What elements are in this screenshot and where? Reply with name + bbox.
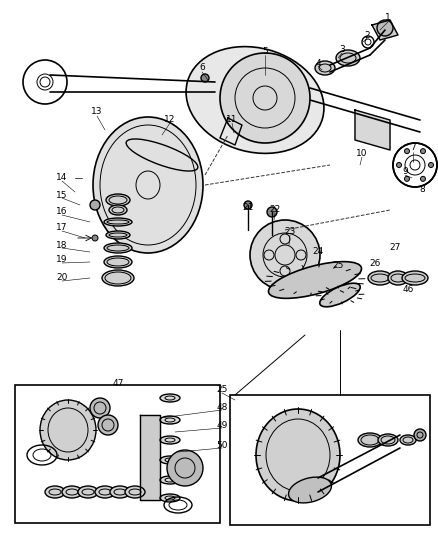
Text: 21: 21: [242, 204, 254, 213]
Text: 48: 48: [216, 402, 228, 411]
Ellipse shape: [106, 231, 130, 239]
Polygon shape: [355, 110, 390, 150]
Text: 18: 18: [56, 240, 68, 249]
Text: 16: 16: [56, 207, 68, 216]
Ellipse shape: [40, 400, 96, 460]
Text: 5: 5: [262, 47, 268, 56]
Text: 2: 2: [364, 30, 370, 39]
Circle shape: [420, 176, 425, 181]
Ellipse shape: [336, 50, 360, 66]
Ellipse shape: [78, 486, 98, 498]
Ellipse shape: [160, 436, 180, 444]
Text: 27: 27: [389, 244, 401, 253]
Ellipse shape: [62, 486, 82, 498]
Ellipse shape: [104, 218, 132, 226]
Circle shape: [414, 429, 426, 441]
Ellipse shape: [98, 415, 118, 435]
Polygon shape: [372, 20, 398, 40]
Ellipse shape: [125, 486, 145, 498]
Ellipse shape: [104, 243, 132, 253]
Text: 7: 7: [410, 143, 416, 152]
Ellipse shape: [320, 283, 360, 307]
Text: 14: 14: [57, 174, 68, 182]
Circle shape: [405, 176, 410, 181]
Ellipse shape: [109, 205, 127, 215]
Ellipse shape: [315, 61, 335, 75]
Ellipse shape: [289, 477, 332, 503]
Ellipse shape: [90, 398, 110, 418]
Circle shape: [377, 20, 393, 36]
Circle shape: [428, 163, 434, 167]
Ellipse shape: [104, 256, 132, 268]
Bar: [15, 385, 220, 523]
Circle shape: [396, 163, 402, 167]
Text: 3: 3: [339, 45, 345, 54]
Text: 49: 49: [216, 421, 228, 430]
Text: 24: 24: [312, 247, 324, 256]
Text: 47: 47: [112, 378, 124, 387]
Text: 1: 1: [385, 13, 391, 22]
Text: 4: 4: [315, 59, 321, 68]
Text: 25: 25: [216, 385, 228, 394]
Circle shape: [250, 220, 320, 290]
Ellipse shape: [378, 434, 398, 446]
Ellipse shape: [388, 271, 408, 285]
Circle shape: [220, 53, 310, 143]
Circle shape: [420, 149, 425, 154]
Text: 50: 50: [216, 440, 228, 449]
Text: 9: 9: [402, 167, 408, 176]
Ellipse shape: [400, 435, 416, 445]
Circle shape: [267, 207, 277, 217]
Ellipse shape: [102, 270, 134, 286]
Ellipse shape: [256, 409, 340, 501]
Circle shape: [201, 74, 209, 82]
Ellipse shape: [93, 117, 203, 253]
Text: 12: 12: [164, 116, 176, 125]
Text: 13: 13: [91, 108, 103, 117]
Text: 10: 10: [356, 149, 368, 157]
Ellipse shape: [186, 46, 324, 154]
Text: 20: 20: [57, 273, 68, 282]
Text: 11: 11: [226, 116, 238, 125]
Polygon shape: [220, 118, 242, 145]
Ellipse shape: [358, 433, 382, 447]
Text: 25: 25: [332, 261, 344, 270]
Text: 15: 15: [56, 190, 68, 199]
Text: 17: 17: [56, 223, 68, 232]
Circle shape: [92, 235, 98, 241]
Ellipse shape: [402, 271, 428, 285]
Ellipse shape: [160, 456, 180, 464]
Ellipse shape: [160, 494, 180, 502]
Ellipse shape: [160, 416, 180, 424]
Ellipse shape: [167, 450, 203, 486]
Text: 22: 22: [269, 206, 281, 214]
Polygon shape: [140, 415, 160, 500]
Ellipse shape: [45, 486, 65, 498]
Ellipse shape: [368, 271, 392, 285]
Text: 8: 8: [419, 185, 425, 195]
Ellipse shape: [268, 262, 361, 298]
Text: 23: 23: [284, 228, 296, 237]
Circle shape: [90, 200, 100, 210]
Text: 46: 46: [403, 286, 413, 295]
Ellipse shape: [95, 486, 115, 498]
Ellipse shape: [160, 394, 180, 402]
Circle shape: [405, 149, 410, 154]
Circle shape: [244, 201, 252, 209]
Text: 6: 6: [199, 63, 205, 72]
Text: 19: 19: [56, 255, 68, 264]
Text: 26: 26: [369, 259, 381, 268]
Ellipse shape: [110, 486, 130, 498]
Ellipse shape: [106, 194, 130, 206]
Ellipse shape: [160, 476, 180, 484]
Bar: [230, 395, 430, 525]
